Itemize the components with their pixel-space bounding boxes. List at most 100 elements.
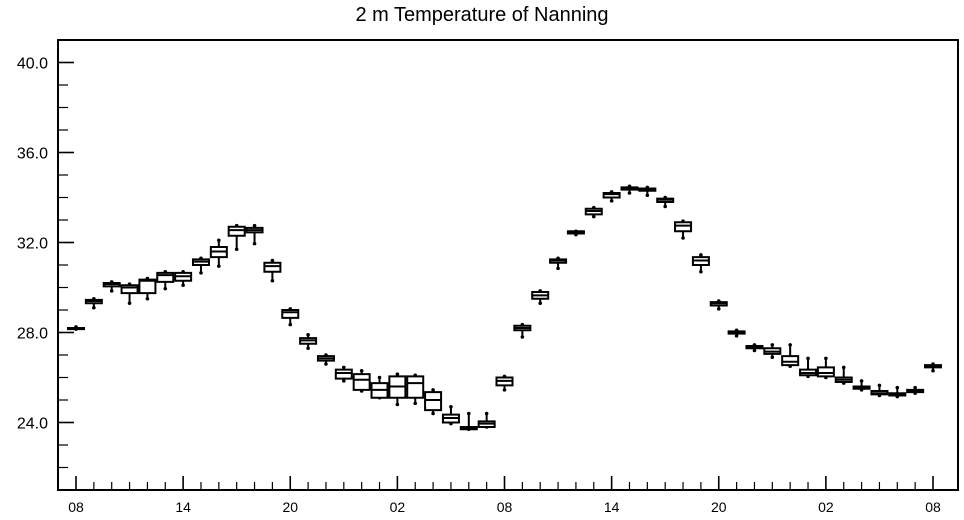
box bbox=[834, 365, 853, 385]
x-tick-label: 02 bbox=[390, 499, 406, 515]
box bbox=[138, 276, 157, 301]
box bbox=[709, 299, 728, 311]
box bbox=[156, 269, 175, 291]
whisker-cap-min bbox=[199, 271, 203, 275]
whisker-cap-max bbox=[217, 238, 221, 243]
box bbox=[424, 388, 443, 416]
whisker-cap-min bbox=[145, 296, 150, 301]
whisker-cap-max bbox=[270, 258, 275, 263]
whisker-cap-max bbox=[252, 223, 257, 228]
box-iqr bbox=[281, 309, 300, 319]
box-iqr bbox=[424, 391, 443, 412]
whisker-cap-max bbox=[359, 368, 364, 373]
whisker-cap-max bbox=[466, 411, 471, 416]
box-iqr bbox=[138, 278, 157, 295]
box bbox=[477, 411, 496, 429]
whisker-cap-min bbox=[109, 289, 114, 293]
y-tick-label: 36.0 bbox=[17, 146, 48, 163]
whisker-cap-max bbox=[306, 332, 310, 337]
x-axis: 08 14 20 02 08 14 20 02 08 bbox=[68, 476, 941, 515]
whisker-cap-min bbox=[699, 269, 703, 274]
box bbox=[906, 385, 925, 396]
box bbox=[531, 289, 550, 306]
box bbox=[227, 223, 246, 252]
box bbox=[299, 332, 318, 351]
whisker-cap-max bbox=[877, 383, 882, 388]
whisker-cap-min bbox=[306, 346, 310, 351]
y-tick-label: 40.0 bbox=[17, 56, 48, 73]
box bbox=[763, 343, 782, 360]
whisker-cap-min bbox=[663, 204, 667, 209]
whisker-cap-min bbox=[734, 334, 739, 338]
y-tick-label: 28.0 bbox=[17, 326, 48, 343]
box-iqr bbox=[334, 368, 353, 380]
whisker-cap-min bbox=[288, 322, 293, 327]
box bbox=[120, 282, 139, 306]
box bbox=[352, 368, 371, 393]
box bbox=[799, 356, 818, 379]
x-tick-label: 14 bbox=[175, 499, 191, 515]
box bbox=[781, 343, 800, 369]
whisker-cap-min bbox=[520, 335, 525, 339]
box bbox=[316, 353, 335, 366]
whisker-cap-max bbox=[484, 411, 489, 416]
whisker-cap-min bbox=[234, 247, 239, 252]
box bbox=[281, 307, 300, 327]
whisker-cap-max bbox=[431, 388, 435, 392]
box-iqr bbox=[120, 284, 139, 295]
whisker-cap-min bbox=[502, 388, 507, 392]
box bbox=[245, 223, 264, 246]
y-tick-label: 32.0 bbox=[17, 236, 48, 253]
box-iqr bbox=[674, 221, 693, 233]
box-iqr bbox=[156, 271, 175, 283]
whisker-cap-min bbox=[413, 401, 418, 406]
whisker-cap-min bbox=[431, 411, 435, 416]
whisker-cap-min bbox=[609, 199, 614, 203]
whisker-cap-min bbox=[92, 305, 96, 310]
box-iqr bbox=[263, 261, 282, 273]
box bbox=[549, 256, 568, 271]
box bbox=[174, 269, 193, 288]
whisker-cap-min bbox=[591, 214, 596, 219]
whisker-cap-min bbox=[252, 241, 257, 246]
whisker-cap-max bbox=[449, 404, 453, 409]
box bbox=[513, 322, 532, 339]
box bbox=[334, 365, 353, 383]
whisker-cap-min bbox=[163, 286, 168, 291]
y-axis: 24.0 28.0 32.0 36.0 40.0 bbox=[17, 39, 74, 491]
box bbox=[674, 219, 693, 240]
whisker-cap-max bbox=[699, 253, 703, 257]
whisker-cap-max bbox=[859, 379, 864, 383]
box bbox=[745, 343, 764, 353]
whisker-cap-min bbox=[681, 236, 685, 240]
box bbox=[566, 229, 585, 237]
box bbox=[388, 372, 407, 407]
box bbox=[191, 256, 210, 275]
whisker-cap-max bbox=[824, 356, 828, 361]
x-tick-label: 14 bbox=[604, 499, 620, 515]
box bbox=[263, 258, 282, 283]
whisker-cap-max bbox=[377, 375, 382, 380]
box bbox=[406, 373, 425, 406]
y-tick-label: 24.0 bbox=[17, 416, 48, 433]
whisker-cap-max bbox=[770, 343, 775, 347]
whisker-cap-min bbox=[716, 307, 721, 311]
box bbox=[888, 385, 907, 399]
whisker-cap-min bbox=[931, 368, 935, 373]
x-tick-label: 08 bbox=[497, 499, 513, 515]
box-iqr bbox=[602, 192, 621, 199]
whisker-cap-max bbox=[788, 343, 792, 347]
box bbox=[620, 184, 639, 195]
whisker-cap-min bbox=[217, 264, 221, 268]
whisker-cap-min bbox=[556, 266, 560, 271]
box bbox=[870, 383, 889, 398]
whisker-cap-max bbox=[913, 385, 917, 390]
whisker-cap-min bbox=[645, 193, 650, 198]
whisker-cap-min bbox=[324, 362, 328, 366]
whisker-cap-min bbox=[395, 402, 400, 407]
x-tick-label: 20 bbox=[711, 499, 727, 515]
whisker-cap-max bbox=[806, 356, 810, 361]
whisker-cap-max bbox=[895, 385, 900, 390]
box bbox=[459, 411, 478, 432]
